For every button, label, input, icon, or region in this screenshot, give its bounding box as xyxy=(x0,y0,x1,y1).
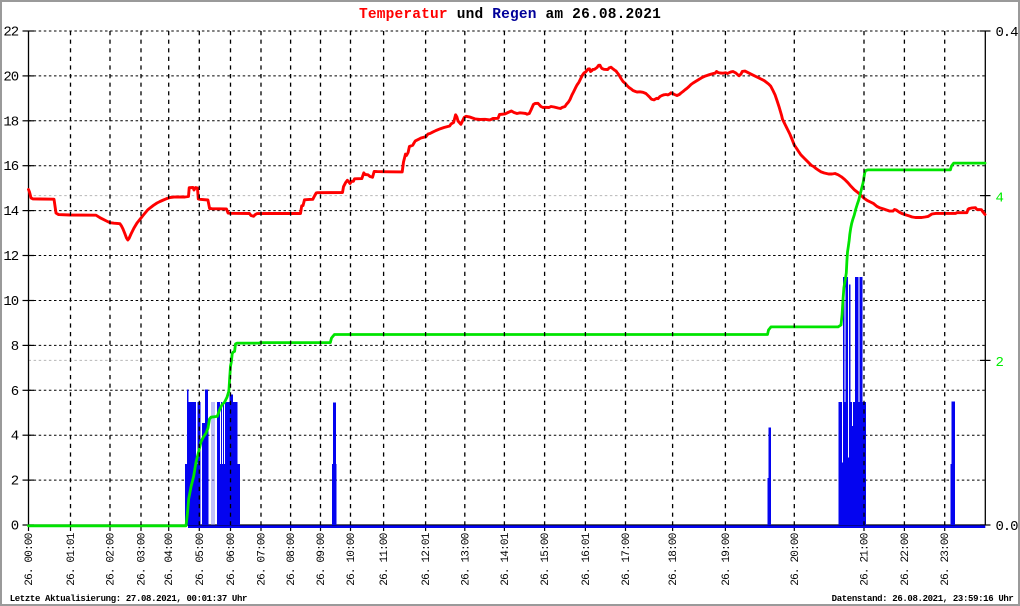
svg-text:2: 2 xyxy=(11,474,19,490)
svg-text:26. 20:00: 26. 20:00 xyxy=(790,533,802,585)
svg-text:26. 07:00: 26. 07:00 xyxy=(257,533,269,585)
svg-text:4: 4 xyxy=(996,191,1004,207)
svg-text:26. 01:01: 26. 01:01 xyxy=(66,532,78,585)
svg-text:22: 22 xyxy=(3,25,18,41)
svg-text:0.4: 0.4 xyxy=(996,25,1019,41)
svg-text:2: 2 xyxy=(996,355,1004,371)
svg-text:26. 00:00: 26. 00:00 xyxy=(24,533,36,585)
svg-text:0.0: 0.0 xyxy=(996,519,1019,535)
svg-text:Datenstand: 26.08.2021, 23:59:: Datenstand: 26.08.2021, 23:59:16 Uhr xyxy=(832,594,1014,604)
svg-text:26. 18:00: 26. 18:00 xyxy=(668,533,680,585)
svg-text:26. 21:00: 26. 21:00 xyxy=(860,533,872,585)
svg-text:26. 22:00: 26. 22:00 xyxy=(900,533,912,585)
svg-text:26. 12:01: 26. 12:01 xyxy=(421,532,433,585)
svg-text:26. 15:00: 26. 15:00 xyxy=(540,533,552,585)
svg-text:Temperatur und Regen am 26.08.: Temperatur und Regen am 26.08.2021 xyxy=(359,7,661,23)
svg-text:26. 10:00: 26. 10:00 xyxy=(346,533,358,585)
svg-text:8: 8 xyxy=(11,339,19,355)
svg-text:14: 14 xyxy=(3,204,18,220)
svg-text:26. 06:00: 26. 06:00 xyxy=(226,533,238,585)
svg-text:10: 10 xyxy=(3,294,18,310)
svg-text:20: 20 xyxy=(3,69,18,85)
svg-text:26. 16:01: 26. 16:01 xyxy=(581,532,593,585)
svg-text:26. 05:00: 26. 05:00 xyxy=(195,533,207,585)
svg-text:Letzte Aktualisierung: 27.08.2: Letzte Aktualisierung: 27.08.2021, 00:01… xyxy=(10,594,247,604)
svg-text:26. 17:00: 26. 17:00 xyxy=(621,533,633,585)
svg-text:26. 03:00: 26. 03:00 xyxy=(137,533,149,585)
svg-text:18: 18 xyxy=(3,114,18,130)
svg-text:26. 11:00: 26. 11:00 xyxy=(379,533,391,585)
svg-text:26. 13:00: 26. 13:00 xyxy=(460,533,472,585)
svg-text:0: 0 xyxy=(11,519,19,535)
svg-text:26. 02:00: 26. 02:00 xyxy=(106,533,118,585)
svg-text:26. 19:00: 26. 19:00 xyxy=(721,533,733,585)
svg-text:26. 09:00: 26. 09:00 xyxy=(316,533,328,585)
svg-text:26. 04:00: 26. 04:00 xyxy=(164,533,176,585)
svg-text:12: 12 xyxy=(3,249,18,265)
svg-text:6: 6 xyxy=(11,384,19,400)
svg-text:16: 16 xyxy=(3,159,18,175)
svg-text:4: 4 xyxy=(11,429,19,445)
svg-text:26. 23:00: 26. 23:00 xyxy=(940,533,952,585)
svg-text:26. 14:01: 26. 14:01 xyxy=(500,532,512,585)
svg-text:26. 08:00: 26. 08:00 xyxy=(286,533,298,585)
